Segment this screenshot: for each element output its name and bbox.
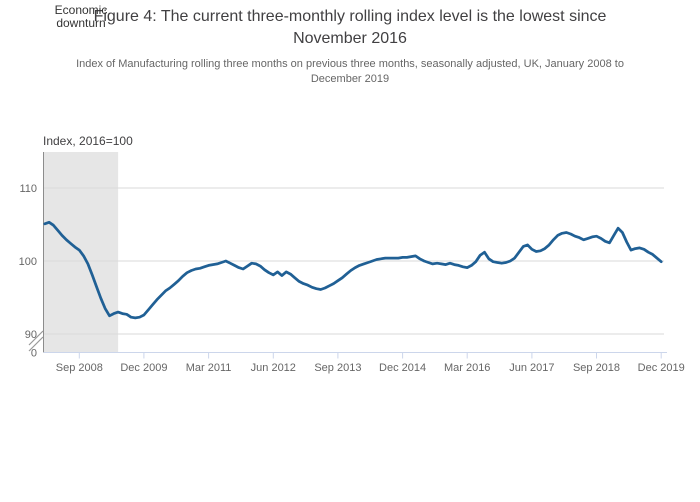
x-tick-label: Dec 2014	[379, 362, 426, 374]
figure-title-line2: November 2016	[293, 30, 407, 47]
x-tick-label: Mar 2016	[444, 362, 490, 374]
x-tick-label: Mar 2011	[186, 362, 232, 374]
y-axis-title: Index, 2016=100	[43, 134, 133, 148]
data-line	[43, 220, 663, 320]
figure-title-line1: Figure 4: The current three-monthly roll…	[93, 8, 607, 25]
axis-break-mark	[28, 330, 44, 346]
y-tick-label: 100	[19, 256, 37, 268]
y-tick-label: 110	[19, 183, 37, 195]
figure-subtitle-line1: Index of Manufacturing rolling three mon…	[76, 58, 624, 70]
figure-subtitle-line2: December 2019	[310, 73, 390, 85]
economic-downturn-annotation-line1: Economic	[54, 3, 108, 17]
y-tick-label: 0	[31, 348, 37, 360]
x-tick-label: Sep 2018	[573, 362, 620, 374]
economic-downturn-annotation: Economic downturn	[43, 4, 119, 30]
y-tick-label: 90	[25, 329, 37, 341]
x-tick-label: Jun 2017	[509, 362, 554, 374]
x-tick-label: Sep 2013	[314, 362, 361, 374]
figure-title: Figure 4: The current three-monthly roll…	[0, 6, 700, 50]
axis-break-mark	[28, 336, 44, 352]
x-tick-label: Jun 2012	[251, 362, 296, 374]
x-tick-label: Sep 2008	[56, 362, 103, 374]
economic-downturn-annotation-line2: downturn	[56, 16, 106, 30]
x-tick-label: Dec 2009	[120, 362, 167, 374]
x-tick-label: Dec 2019	[638, 362, 685, 374]
figure-subtitle: Index of Manufacturing rolling three mon…	[0, 57, 700, 87]
